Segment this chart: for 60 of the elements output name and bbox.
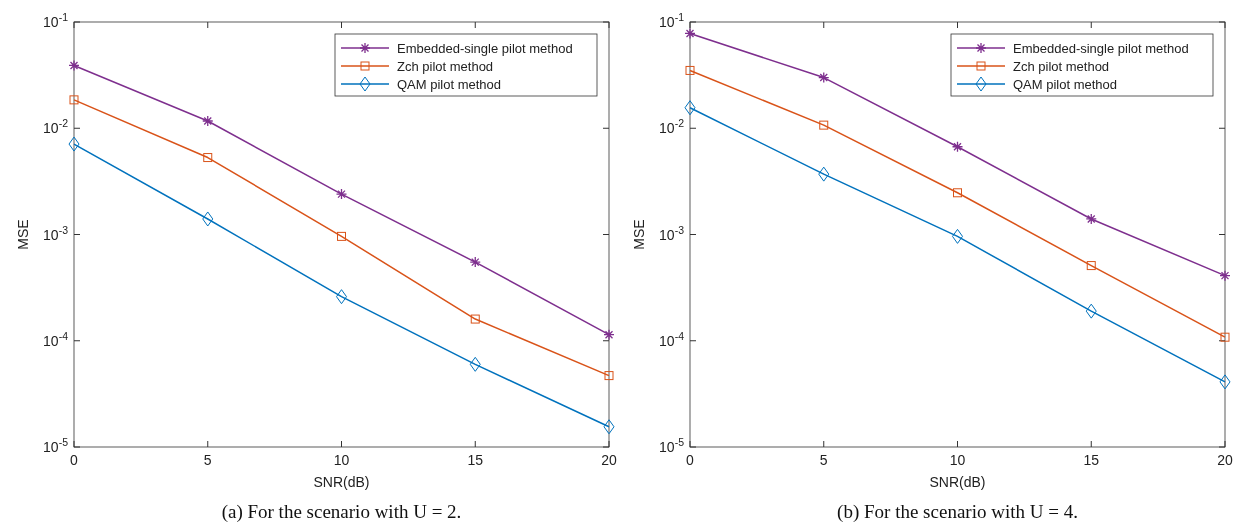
legend-label: Embedded-single pilot method: [397, 40, 573, 56]
text: (b) For the scenario with U = 4.: [837, 501, 1078, 523]
x-tick-label: 0: [70, 452, 79, 468]
legend-label: Zch pilot method: [1013, 58, 1110, 74]
legend-label: Zch pilot method: [397, 58, 494, 74]
text: (a) For the scenario with U = 2.: [221, 501, 462, 523]
y-axis-title: MSE: [631, 219, 647, 250]
point: [68, 136, 80, 152]
point: [953, 188, 962, 198]
point: [603, 419, 615, 435]
x-tick-label: 20: [601, 452, 617, 468]
y-tick-label: 10$^{-3}$: [43, 223, 69, 243]
point: [603, 329, 615, 341]
y-tick-label: 10$^{-4}$: [659, 329, 685, 349]
point: [68, 59, 80, 72]
point: [202, 211, 214, 227]
point: [69, 95, 79, 105]
point: [684, 100, 696, 116]
legend-label: QAM pilot method: [1013, 76, 1118, 92]
point: [1085, 303, 1097, 319]
point: [1219, 374, 1231, 390]
x-tick-label: 0: [686, 452, 695, 468]
x-tick-label: 15: [467, 452, 484, 468]
point: [951, 141, 964, 153]
point: [202, 115, 214, 127]
point: [818, 166, 830, 182]
point: [470, 314, 480, 324]
point: [604, 371, 614, 381]
y-tick-label: 10$^{-1}$: [43, 11, 69, 30]
point: [1085, 213, 1097, 225]
x-axis-title: SNR(dB): [929, 474, 986, 490]
point: [684, 27, 696, 40]
point: [203, 153, 213, 163]
x-tick-label: 5: [819, 452, 828, 468]
point: [1219, 269, 1231, 282]
y-tick-label: 10$^{-2}$: [659, 117, 685, 137]
y-tick-label: 10$^{-2}$: [43, 117, 69, 137]
x-tick-label: 10: [949, 452, 966, 468]
point: [469, 356, 481, 372]
y-tick-label: 10$^{-5}$: [659, 436, 685, 455]
point: [335, 188, 348, 200]
x-tick-label: 5: [203, 452, 212, 468]
point: [818, 71, 830, 84]
point: [819, 120, 829, 130]
y-tick-label: 10$^{-5}$: [43, 436, 69, 455]
x-tick-label: 20: [1217, 452, 1233, 468]
point: [1220, 332, 1230, 342]
point: [469, 256, 481, 268]
x-axis-title: SNR(dB): [313, 474, 370, 490]
point: [685, 65, 695, 75]
point: [337, 231, 346, 241]
y-axis-title: MSE: [15, 219, 31, 250]
y-tick-label: 10$^{-3}$: [659, 223, 685, 243]
x-tick-label: 10: [333, 452, 350, 468]
legend-label: QAM pilot method: [397, 76, 502, 92]
point: [1086, 261, 1096, 271]
y-tick-label: 10$^{-4}$: [43, 329, 69, 349]
y-tick-label: 10$^{-1}$: [659, 11, 685, 30]
legend-label: Embedded-single pilot method: [1013, 40, 1189, 56]
x-tick-label: 15: [1083, 452, 1100, 468]
